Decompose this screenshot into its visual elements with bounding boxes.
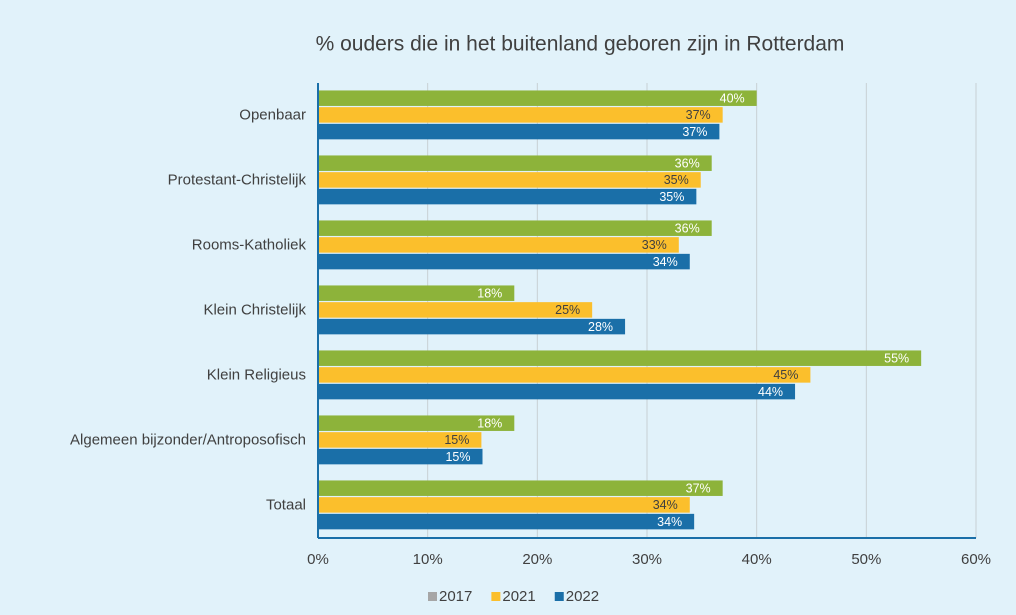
legend-label: 2017 xyxy=(439,588,472,605)
value-label: 34% xyxy=(653,498,678,512)
x-tick-label: 60% xyxy=(961,551,991,568)
y-tick-label: Totaal xyxy=(266,496,306,513)
x-tick-label: 0% xyxy=(307,551,329,568)
x-tick-label: 10% xyxy=(413,551,443,568)
value-label: 25% xyxy=(555,303,580,317)
bar xyxy=(318,415,515,431)
value-label: 18% xyxy=(477,286,502,300)
bar xyxy=(318,480,723,496)
value-label: 40% xyxy=(720,91,745,105)
y-tick-label: Rooms-Katholiek xyxy=(192,236,307,253)
bar xyxy=(318,513,695,530)
value-label: 44% xyxy=(758,385,783,399)
legend-marker xyxy=(428,592,437,601)
value-label: 18% xyxy=(477,416,502,430)
value-label: 34% xyxy=(653,255,678,269)
bar xyxy=(318,383,796,400)
y-tick-label: Algemeen bijzonder/Antroposofisch xyxy=(70,431,306,448)
bar xyxy=(318,448,483,465)
x-tick-label: 40% xyxy=(742,551,772,568)
bar xyxy=(318,107,723,123)
y-tick-label: Klein Christelijk xyxy=(203,301,306,318)
x-tick-label: 20% xyxy=(522,551,552,568)
value-label: 55% xyxy=(884,351,909,365)
bar xyxy=(318,172,701,188)
value-label: 15% xyxy=(445,450,470,464)
legend-label: 2021 xyxy=(502,588,535,605)
bar xyxy=(318,318,626,335)
bar xyxy=(318,285,515,301)
bar xyxy=(318,432,482,448)
y-tick-label: Klein Religieus xyxy=(207,366,306,383)
bar xyxy=(318,367,811,383)
value-label: 34% xyxy=(657,515,682,529)
x-tick-label: 50% xyxy=(851,551,881,568)
legend-marker xyxy=(491,592,501,601)
y-tick-label: Protestant-Christelijk xyxy=(168,171,307,188)
value-label: 35% xyxy=(659,190,684,204)
legend-label: 2022 xyxy=(566,588,599,605)
bar xyxy=(318,188,697,205)
bar xyxy=(318,302,593,318)
legend-marker xyxy=(554,592,564,601)
value-label: 33% xyxy=(642,238,667,252)
value-label: 36% xyxy=(675,156,700,170)
chart-title: % ouders die in het buitenland geboren z… xyxy=(316,33,845,56)
value-label: 45% xyxy=(773,368,798,382)
bar xyxy=(318,253,690,270)
bar xyxy=(318,123,720,140)
value-label: 37% xyxy=(686,108,711,122)
bar xyxy=(318,155,712,171)
value-label: 36% xyxy=(675,221,700,235)
value-label: 37% xyxy=(686,481,711,495)
value-label: 37% xyxy=(682,125,707,139)
value-label: 35% xyxy=(664,173,689,187)
y-tick-label: Openbaar xyxy=(239,106,306,123)
bar xyxy=(318,90,757,106)
x-tick-label: 30% xyxy=(632,551,662,568)
bar xyxy=(318,497,690,513)
value-label: 15% xyxy=(444,433,469,447)
bar xyxy=(318,350,922,366)
bar xyxy=(318,220,712,236)
value-label: 28% xyxy=(588,320,613,334)
bar xyxy=(318,237,679,253)
